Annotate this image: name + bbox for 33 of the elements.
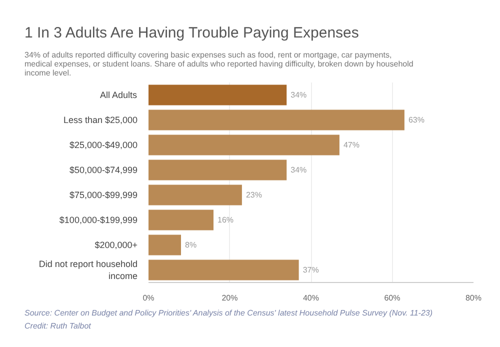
x-tick-label: 0%: [142, 294, 154, 302]
y-tick-label: Did not report household income: [38, 259, 138, 281]
x-tick-label: 20%: [222, 294, 238, 302]
y-tick-label: $100,000-$199,999: [59, 215, 138, 225]
data-label: 16%: [218, 216, 234, 224]
y-tick-label: $200,000+: [94, 240, 138, 250]
bar: [148, 110, 404, 130]
bar: [148, 84, 287, 106]
text: Credit: Ruth Talbot: [24, 322, 92, 330]
data-label: 37%: [302, 266, 319, 274]
y-tick-label: All Adults: [100, 90, 138, 100]
bar: [148, 134, 340, 156]
bar: [148, 234, 181, 256]
y-tick-label: $25,000-$49,000: [69, 140, 138, 150]
chart-title: 1 In 3 Adults Are Having Trouble Paying Expenses: [24, 24, 359, 42]
data-label: 23%: [246, 190, 262, 200]
y-tick-label: $75,000-$99,999: [69, 190, 138, 200]
y-tick-label: $50,000-$74,999: [69, 165, 138, 175]
bar: [148, 210, 214, 230]
bar: [148, 184, 242, 206]
bar: [148, 260, 299, 280]
data-label: 34%: [290, 90, 307, 100]
x-tick-label: 80%: [465, 294, 482, 302]
data-label: 8%: [185, 240, 197, 250]
y-tick-label: Less than $25,000: [63, 115, 138, 125]
data-label: 63%: [408, 116, 424, 124]
source-note: Source: Center on Budget and Policy Priorities' Analysis of the Census' latest Household Pulse Survey (Nov. 11-23): [24, 308, 433, 318]
data-label: 34%: [290, 166, 307, 174]
x-tick-label: 40%: [302, 294, 320, 302]
chart-subtitle: 34% of adults reported difficulty covering basic expenses such as food, rent or mortgage, car payments, medical expenses, or student loans. Share of adults who reported having difficulty, broken down by household income level.: [24, 50, 414, 78]
data-label: 47%: [343, 140, 360, 150]
bar: [148, 160, 287, 180]
x-tick-label: 60%: [384, 294, 400, 302]
